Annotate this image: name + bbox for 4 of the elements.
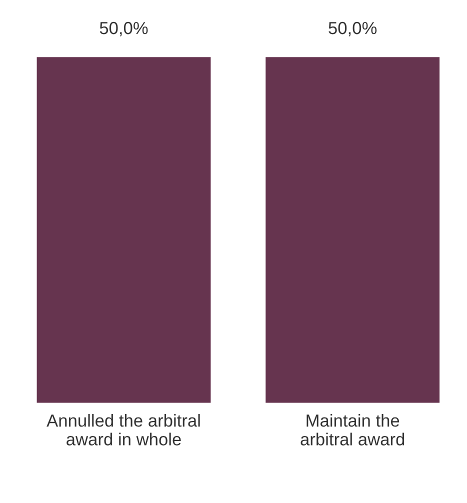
x-tick-label: Maintain the arbitral award [300, 414, 404, 446]
data-label: 50,0% [328, 22, 377, 36]
data-label: 50,0% [100, 22, 148, 36]
x-tick-label: Annulled the arbitral award in whole [46, 414, 200, 446]
